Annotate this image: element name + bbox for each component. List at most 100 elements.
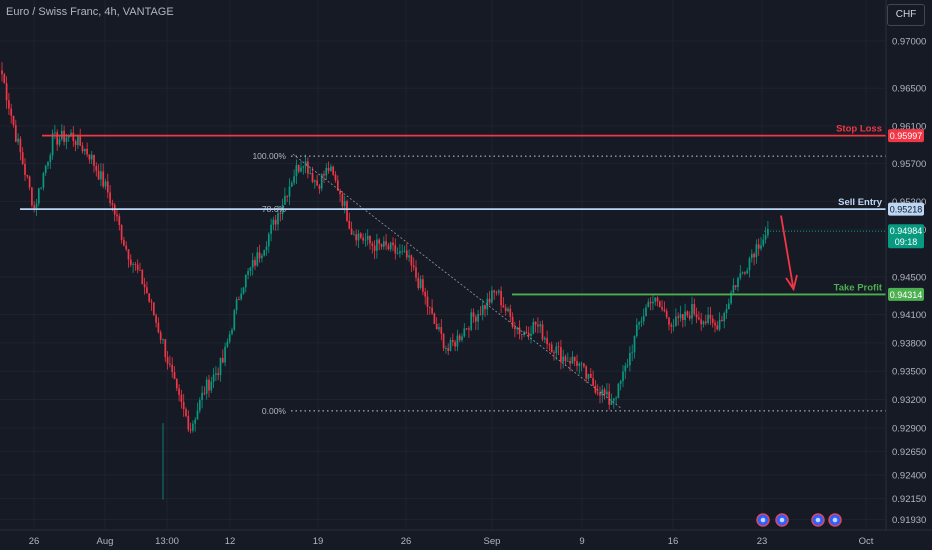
candle-body <box>442 333 445 349</box>
candle-body <box>463 328 466 337</box>
candle-body <box>493 290 496 293</box>
candle-body <box>265 246 268 251</box>
candle-body <box>622 371 624 382</box>
candle-body <box>654 297 657 302</box>
candle-body <box>474 316 477 322</box>
candle-body <box>3 74 6 84</box>
x-tick-label: 16 <box>668 536 679 547</box>
candle-body <box>675 316 677 326</box>
candle-body <box>700 319 703 325</box>
economic-event-icon-dot <box>815 517 821 523</box>
candle-body <box>750 253 753 259</box>
candle-body <box>661 307 663 310</box>
candle-body <box>382 241 385 247</box>
candle-body <box>219 357 222 376</box>
candle-body <box>702 321 705 325</box>
x-tick-label: 12 <box>225 536 236 547</box>
candle-body <box>251 260 254 268</box>
candle-body <box>477 313 479 322</box>
candle-body <box>47 161 49 166</box>
candle-body <box>520 334 523 335</box>
candle-body <box>550 344 553 353</box>
candle-body <box>599 392 601 396</box>
candle-body <box>150 301 153 303</box>
candle-body <box>164 339 167 358</box>
candle-body <box>566 360 569 362</box>
candle-body <box>304 161 307 167</box>
candle-body <box>548 343 551 345</box>
candle-body <box>438 327 440 330</box>
price-tag <box>888 287 924 301</box>
candle-body <box>635 324 638 336</box>
candle-body <box>155 315 157 323</box>
economic-event-icon-dot <box>760 517 766 523</box>
candle-body <box>371 243 374 246</box>
y-tick-label: 0.96100 <box>892 121 926 132</box>
candle-body <box>587 373 590 379</box>
level-label: Take Profit <box>834 282 883 293</box>
candle-body <box>12 115 15 126</box>
candle-body <box>472 312 475 317</box>
candle-body <box>532 321 535 334</box>
candle-body <box>359 233 362 238</box>
candle-body <box>746 270 749 274</box>
candle-body <box>730 292 732 304</box>
x-tick-label: 9 <box>579 536 584 547</box>
candle-body <box>226 341 229 347</box>
candle-body <box>718 319 721 330</box>
candle-body <box>376 239 378 251</box>
price-tag-label: 0.95997 <box>890 131 923 141</box>
candle-body <box>141 270 144 285</box>
y-tick-label: 0.94500 <box>892 272 926 283</box>
candle-body <box>633 335 636 353</box>
candle-body <box>417 277 420 289</box>
candle-body <box>109 192 111 204</box>
candle-body <box>146 287 148 294</box>
candle-body <box>433 313 436 325</box>
candle-body <box>562 356 565 362</box>
candle-body <box>753 253 755 258</box>
candle-body <box>224 346 226 363</box>
candle-body <box>424 291 427 297</box>
candle-body <box>353 234 355 236</box>
candle-body <box>125 245 128 250</box>
candle-body <box>435 324 438 330</box>
candle-body <box>258 252 261 259</box>
candle-body <box>440 327 443 334</box>
candle-body <box>525 331 528 333</box>
arrow-head <box>785 274 798 292</box>
candle-body <box>422 279 424 292</box>
candle-body <box>589 373 592 378</box>
candle-body <box>608 391 611 405</box>
candle-body <box>79 135 82 146</box>
candle-body <box>297 165 300 172</box>
candle-body <box>445 348 447 349</box>
currency-button[interactable]: CHF <box>887 4 925 26</box>
candle-body <box>619 381 622 384</box>
candle-body <box>77 135 79 146</box>
candle-body <box>355 234 358 241</box>
candle-body <box>405 250 408 258</box>
candle-body <box>242 287 245 294</box>
candle-body <box>410 255 413 266</box>
candle-body <box>97 170 100 180</box>
candle-body <box>272 219 275 225</box>
y-tick-label: 0.97000 <box>892 37 926 48</box>
candle-body <box>394 245 397 254</box>
candle-body <box>111 203 114 205</box>
x-tick-label: Aug <box>97 536 114 547</box>
candle-body <box>484 305 486 310</box>
candle-body <box>502 305 505 308</box>
candle-body <box>139 269 141 271</box>
candle-body <box>479 313 482 315</box>
candle-body <box>594 385 597 393</box>
candle-body <box>267 233 270 247</box>
y-tick-label: 0.96500 <box>892 84 926 95</box>
candle-body <box>546 338 548 344</box>
candle-body <box>28 176 31 188</box>
candle-body <box>652 301 654 304</box>
candle-body <box>569 360 571 364</box>
candle-body <box>495 292 498 294</box>
candle-body <box>307 161 309 174</box>
